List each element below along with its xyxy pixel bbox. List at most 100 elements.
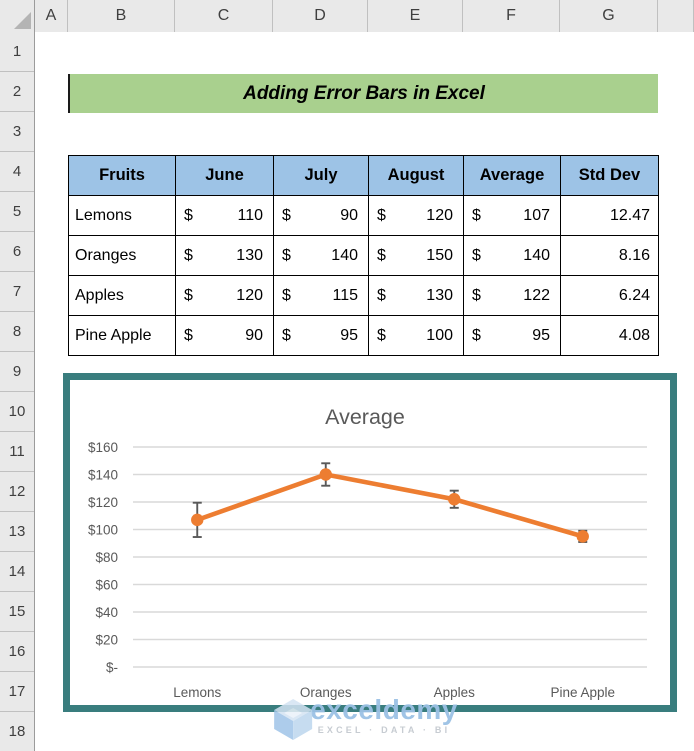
cell-std-dev-value[interactable]: 12.47 bbox=[560, 195, 659, 236]
currency-amount: 150 bbox=[426, 246, 453, 264]
cell-july-value[interactable]: $90 bbox=[273, 195, 369, 236]
y-axis-tick-label: $40 bbox=[95, 605, 118, 620]
data-point-marker bbox=[576, 530, 589, 543]
currency-symbol: $ bbox=[184, 206, 193, 224]
table-header-july[interactable]: July bbox=[273, 155, 369, 196]
row-header-8[interactable]: 8 bbox=[0, 312, 34, 352]
title-banner-cell[interactable]: Adding Error Bars in Excel bbox=[68, 74, 658, 113]
y-axis-tick-label: $160 bbox=[88, 440, 118, 455]
cell-june-value[interactable]: $120 bbox=[175, 275, 274, 316]
cell-june-value[interactable]: $110 bbox=[175, 195, 274, 236]
table-row: Apples $120 $115 $130 $122 6.24 bbox=[68, 275, 659, 316]
row-header-18[interactable]: 18 bbox=[0, 712, 34, 751]
cell-june-value[interactable]: $130 bbox=[175, 235, 274, 276]
currency-amount: 122 bbox=[523, 286, 550, 304]
cell-august-value[interactable]: $120 bbox=[368, 195, 464, 236]
cell-std-dev-value[interactable]: 6.24 bbox=[560, 275, 659, 316]
currency-amount: 120 bbox=[426, 206, 453, 224]
column-header-c[interactable]: C bbox=[175, 0, 273, 32]
row-header-16[interactable]: 16 bbox=[0, 632, 34, 672]
cell-july-value[interactable]: $115 bbox=[273, 275, 369, 316]
row-header-13[interactable]: 13 bbox=[0, 512, 34, 552]
y-axis-tick-label: $100 bbox=[88, 522, 118, 537]
currency-amount: 140 bbox=[331, 246, 358, 264]
cell-std-dev-value[interactable]: 8.16 bbox=[560, 235, 659, 276]
row-header-9[interactable]: 9 bbox=[0, 352, 34, 392]
row-header-12[interactable]: 12 bbox=[0, 472, 34, 512]
watermark-tagline: EXCEL · DATA · BI bbox=[317, 725, 451, 735]
currency-amount: 95 bbox=[532, 326, 550, 344]
banner-title: Adding Error Bars in Excel bbox=[243, 82, 485, 104]
cell-august-value[interactable]: $150 bbox=[368, 235, 464, 276]
table-row: Lemons $110 $90 $120 $107 12.47 bbox=[68, 195, 659, 236]
y-axis-tick-label: $- bbox=[106, 660, 118, 675]
y-axis-tick-label: $20 bbox=[95, 632, 118, 647]
cell-fruit-name[interactable]: Apples bbox=[68, 275, 176, 316]
y-axis-tick-label: $60 bbox=[95, 577, 118, 592]
row-header-11[interactable]: 11 bbox=[0, 432, 34, 472]
cell-june-value[interactable]: $90 bbox=[175, 315, 274, 356]
row-header-17[interactable]: 17 bbox=[0, 672, 34, 712]
row-header-3[interactable]: 3 bbox=[0, 112, 34, 152]
column-header-partial[interactable] bbox=[658, 0, 694, 32]
column-header-b[interactable]: B bbox=[68, 0, 175, 32]
currency-symbol: $ bbox=[184, 286, 193, 304]
row-header-10[interactable]: 10 bbox=[0, 392, 34, 432]
cell-fruit-name[interactable]: Pine Apple bbox=[68, 315, 176, 356]
row-header-14[interactable]: 14 bbox=[0, 552, 34, 592]
column-header-d[interactable]: D bbox=[273, 0, 368, 32]
row-header-7[interactable]: 7 bbox=[0, 272, 34, 312]
currency-symbol: $ bbox=[377, 286, 386, 304]
currency-amount: 120 bbox=[236, 286, 263, 304]
row-header-4[interactable]: 4 bbox=[0, 152, 34, 192]
y-axis-tick-label: $140 bbox=[88, 467, 118, 482]
cell-average-value[interactable]: $122 bbox=[463, 275, 561, 316]
select-all-corner[interactable] bbox=[0, 0, 35, 32]
average-chart[interactable]: $160 $140 $120 $100 $80 $60 $40 $20 $- Lemons Oran… bbox=[63, 373, 677, 712]
currency-symbol: $ bbox=[377, 326, 386, 344]
table-header-std-dev[interactable]: Std Dev bbox=[560, 155, 659, 196]
currency-symbol: $ bbox=[282, 326, 291, 344]
row-header-1[interactable]: 1 bbox=[0, 32, 34, 72]
cell-average-value[interactable]: $107 bbox=[463, 195, 561, 236]
table-header-august[interactable]: August bbox=[368, 155, 464, 196]
row-header-2[interactable]: 2 bbox=[0, 72, 34, 112]
cell-august-value[interactable]: $100 bbox=[368, 315, 464, 356]
currency-symbol: $ bbox=[377, 246, 386, 264]
column-header-e[interactable]: E bbox=[368, 0, 463, 32]
data-point-marker bbox=[448, 493, 461, 506]
select-all-triangle-icon bbox=[14, 12, 31, 29]
column-header-g[interactable]: G bbox=[560, 0, 658, 32]
cell-average-value[interactable]: $95 bbox=[463, 315, 561, 356]
currency-amount: 140 bbox=[523, 246, 550, 264]
row-header-5[interactable]: 5 bbox=[0, 192, 34, 232]
fruits-table: Fruits June July August Average Std Dev Lemon… bbox=[68, 155, 659, 356]
chart-title[interactable]: Average bbox=[325, 405, 405, 429]
cell-std-dev-value[interactable]: 4.08 bbox=[560, 315, 659, 356]
cell-fruit-name[interactable]: Oranges bbox=[68, 235, 176, 276]
cell-average-value[interactable]: $140 bbox=[463, 235, 561, 276]
currency-symbol: $ bbox=[472, 246, 481, 264]
currency-amount: 115 bbox=[332, 286, 358, 304]
currency-symbol: $ bbox=[282, 206, 291, 224]
x-axis-category-label: Oranges bbox=[300, 685, 352, 700]
table-header-june[interactable]: June bbox=[175, 155, 274, 196]
row-header-column: 1 2 3 4 5 6 7 8 9 10 11 12 13 14 15 16 17 18 bbox=[0, 32, 35, 751]
currency-amount: 130 bbox=[426, 286, 453, 304]
cell-fruit-name[interactable]: Lemons bbox=[68, 195, 176, 236]
cell-july-value[interactable]: $140 bbox=[273, 235, 369, 276]
row-header-6[interactable]: 6 bbox=[0, 232, 34, 272]
cell-july-value[interactable]: $95 bbox=[273, 315, 369, 356]
currency-symbol: $ bbox=[184, 246, 193, 264]
column-header-a[interactable]: A bbox=[35, 0, 68, 32]
column-header-f[interactable]: F bbox=[463, 0, 560, 32]
table-header-average[interactable]: Average bbox=[463, 155, 561, 196]
x-axis-category-label: Pine Apple bbox=[550, 685, 615, 700]
x-axis-category-label: Apples bbox=[434, 685, 476, 700]
row-header-15[interactable]: 15 bbox=[0, 592, 34, 632]
cell-august-value[interactable]: $130 bbox=[368, 275, 464, 316]
table-header-fruits[interactable]: Fruits bbox=[68, 155, 176, 196]
table-row: Oranges $130 $140 $150 $140 8.16 bbox=[68, 235, 659, 276]
